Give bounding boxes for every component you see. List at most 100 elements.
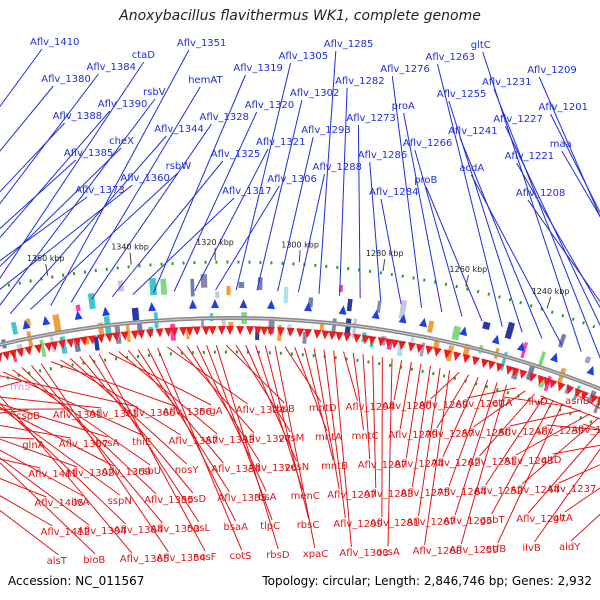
gene-label: Aflv_1297 <box>327 490 377 501</box>
gene-leader-line <box>459 137 543 339</box>
reverse-gene-arrow <box>208 326 217 336</box>
reverse-gene-arrow <box>137 329 146 339</box>
gene-leader-line <box>264 345 310 520</box>
gene-label: Aflv_1369 <box>102 467 152 478</box>
gene-label: Aflv_1385 <box>64 148 114 159</box>
feature-tile <box>200 274 208 288</box>
gene-label: cheX <box>109 136 134 147</box>
scale-tick <box>129 252 132 265</box>
gene-leader-line <box>0 424 71 439</box>
gene-label: Aflv_1299 <box>333 519 383 530</box>
gene-leader-line <box>0 110 111 239</box>
gene-leader-line <box>274 345 316 549</box>
reverse-gene-arrow <box>335 331 344 342</box>
gene-label: Aflv_1373 <box>75 185 125 196</box>
gene-label: etfA <box>492 398 513 409</box>
reverse-gene-arrow <box>33 343 42 354</box>
gene-label: Aflv_1257 <box>425 429 475 440</box>
reverse-gene-arrow <box>591 393 599 404</box>
reverse-gene-arrow <box>96 333 105 344</box>
gene-leader-line <box>79 356 194 494</box>
gene-label: rrn5 <box>10 382 31 393</box>
gene-label: asnB <box>565 396 590 407</box>
reverse-gene-arrow <box>201 326 210 336</box>
gene-leader-line <box>467 387 517 399</box>
gene-leader-line <box>235 344 291 433</box>
gene-leader-line <box>30 172 178 310</box>
gene-leader-line <box>546 424 600 431</box>
gene-leader-line <box>91 123 212 300</box>
gene-leader-line <box>527 199 600 303</box>
gene-label: Aflv_1306 <box>267 174 317 185</box>
gene-leader-line <box>0 408 65 410</box>
reverse-gene-arrow <box>57 339 66 350</box>
gene-label: Aflv_1251 <box>468 457 518 468</box>
feature-tile <box>87 293 96 310</box>
reverse-gene-arrow <box>260 326 269 336</box>
gene-label: nosF <box>193 552 217 563</box>
gene-leader-line <box>297 173 325 293</box>
gene-label: Aflv_1247 <box>516 514 566 525</box>
gene-leader-line <box>0 449 84 497</box>
gene-label: Aflv_1351 <box>177 38 227 49</box>
gene-leader-line <box>515 413 591 456</box>
gene-leader-line <box>357 124 361 299</box>
gene-leader-line <box>343 351 358 402</box>
gene-label: xpaC <box>303 549 328 560</box>
gene-label: rbsA <box>254 492 277 503</box>
gene-leader-line <box>194 148 269 291</box>
reverse-gene-arrow <box>368 335 377 346</box>
reverse-gene-arrow <box>179 326 187 337</box>
gene-leader-line <box>564 487 600 513</box>
forward-gene-arrow <box>419 317 427 328</box>
gene-label: Aflv_1276 <box>380 64 430 75</box>
gene-label: mntB <box>321 461 348 472</box>
gene-label: Aflv_1324 <box>236 405 286 416</box>
gene-label: Aflv_1365 <box>120 554 170 565</box>
gene-leader-line <box>206 345 273 521</box>
gene-label: rbsD <box>266 550 290 561</box>
scale-tick-label: 1320 kbp <box>196 238 234 247</box>
feature-tile <box>537 351 547 367</box>
gene-label: Aflv_1328 <box>200 112 250 123</box>
gene-leader-line <box>0 495 53 527</box>
forward-gene-arrow <box>550 352 558 363</box>
gene-label: mntD <box>309 403 337 414</box>
gene-leader-line <box>235 62 292 291</box>
reverse-gene-arrow <box>472 355 481 366</box>
gene-leader-line <box>380 198 402 305</box>
gene-label: Aflv_1388 <box>53 111 103 122</box>
reverse-gene-arrow <box>566 384 575 395</box>
gene-leader-line <box>0 462 96 555</box>
reverse-gene-arrow <box>328 330 337 341</box>
gene-label: bsaA <box>224 522 249 533</box>
reverse-gene-arrow <box>512 366 520 377</box>
gene-label: mntC <box>352 431 379 442</box>
gene-label: Aflv_1274 <box>394 459 444 470</box>
gene-label: Aflv_1231 <box>482 77 532 88</box>
feature-tile <box>75 304 81 312</box>
feature-tile <box>149 277 158 296</box>
gene-label: gltA <box>553 513 573 524</box>
feature-tile <box>419 342 426 357</box>
gene-leader-line <box>70 86 201 303</box>
reverse-gene-arrow <box>50 341 58 351</box>
feature-tile <box>376 300 382 313</box>
gene-leader-line <box>167 346 248 405</box>
gene-label: Aflv_1325 <box>211 149 261 160</box>
gene-label: Aflv_1384 <box>87 62 137 73</box>
gene-label: Aflv_1265 <box>443 516 493 527</box>
reverse-gene-arrow <box>130 330 139 340</box>
gene-leader-line <box>0 406 114 467</box>
gene-leader-line <box>0 375 139 408</box>
gene-label: acdA <box>459 163 484 174</box>
gene-label: acsA <box>376 547 400 558</box>
gene-leader-line <box>9 135 167 315</box>
backbone-highlight <box>0 317 600 390</box>
gene-leader-line <box>111 160 224 298</box>
gene-label: Aflv_1283 <box>364 489 414 500</box>
gene-leader-line <box>418 367 441 517</box>
reverse-gene-arrow <box>1 350 10 361</box>
gene-leader-line <box>132 197 235 295</box>
